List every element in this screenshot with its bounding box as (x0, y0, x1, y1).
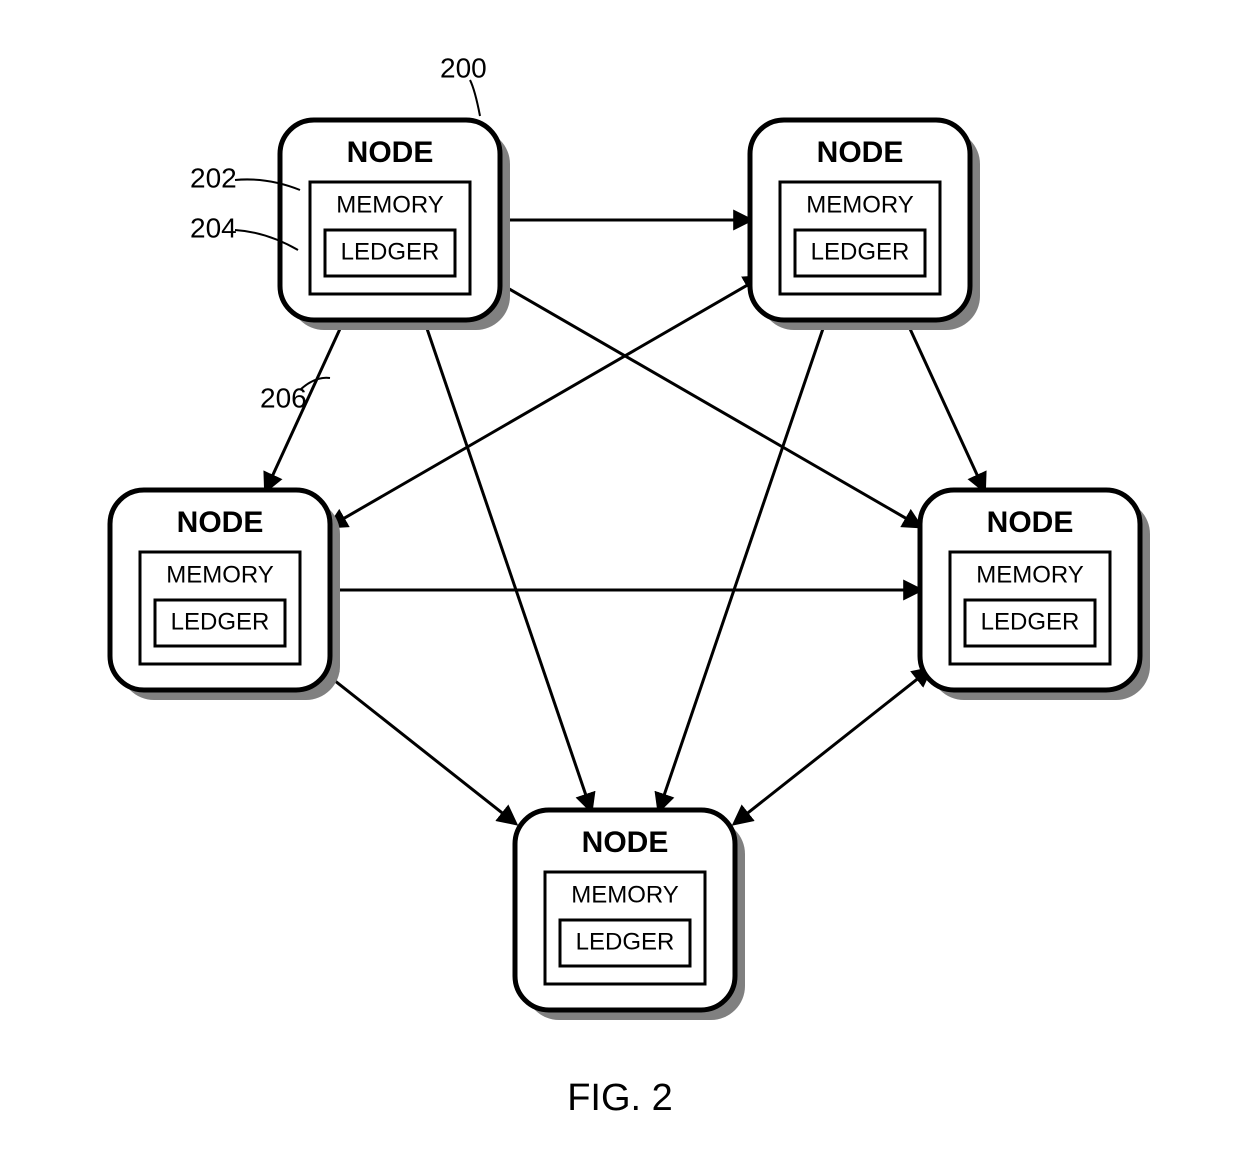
memory-label: MEMORY (571, 881, 679, 908)
node-n2: NODE MEMORY LEDGER (750, 120, 980, 330)
node-n5: NODE MEMORY LEDGER (515, 810, 745, 1020)
node-title: NODE (347, 136, 434, 169)
ref-label-202: 202 (190, 162, 237, 193)
node-title: NODE (177, 506, 264, 539)
ledger-label: LEDGER (811, 238, 910, 265)
ref-label-204: 204 (190, 212, 237, 243)
memory-label: MEMORY (336, 191, 444, 218)
edge-n1-n5 (424, 320, 591, 810)
memory-label: MEMORY (806, 191, 914, 218)
node-title: NODE (817, 136, 904, 169)
edge-n4-n5 (735, 677, 920, 823)
ledger-label: LEDGER (576, 928, 675, 955)
memory-label: MEMORY (166, 561, 274, 588)
edge-n2-n5 (659, 320, 826, 810)
ref-label-200: 200 (440, 52, 487, 83)
figure-label: FIG. 2 (567, 1077, 673, 1119)
ledger-label: LEDGER (171, 608, 270, 635)
edge-n2-n4 (906, 320, 984, 490)
ledger-label: LEDGER (341, 238, 440, 265)
node-title: NODE (582, 826, 669, 859)
node-n1: NODE MEMORY LEDGER (280, 120, 510, 330)
node-n4: NODE MEMORY LEDGER (920, 490, 1150, 700)
ref-label-206: 206 (260, 382, 307, 413)
ledger-label: LEDGER (981, 608, 1080, 635)
memory-label: MEMORY (976, 561, 1084, 588)
ref-lead-200 (470, 80, 480, 116)
edge-n3-n5 (330, 677, 515, 823)
nodes-layer: NODE MEMORY LEDGER NODE MEMORY LEDGER NODE MEMO… (110, 120, 1150, 1020)
node-n3: NODE MEMORY LEDGER (110, 490, 340, 700)
node-title: NODE (987, 506, 1074, 539)
